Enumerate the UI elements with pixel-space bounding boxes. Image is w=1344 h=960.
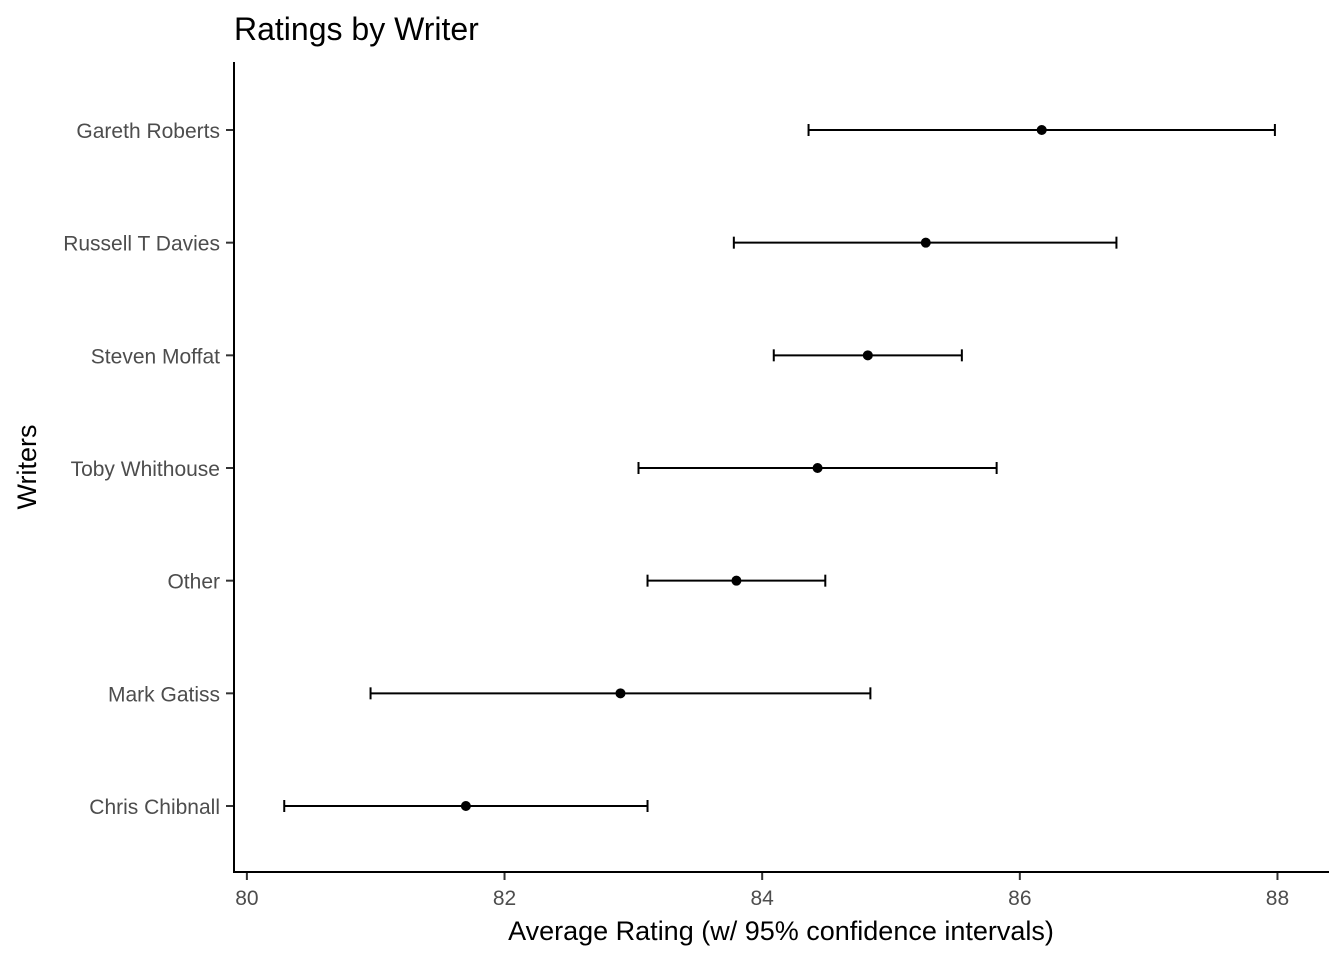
x-tick-label: 86 (1008, 887, 1031, 910)
y-tick-label: Gareth Roberts (76, 120, 220, 143)
x-tick-label: 84 (750, 887, 774, 910)
mean-point (920, 237, 931, 248)
y-tick-label: Toby Whithouse (71, 458, 220, 481)
x-axis-title: Average Rating (w/ 95% confidence interv… (508, 916, 1054, 946)
x-axis-tick-labels: 80 82 84 86 88 (235, 887, 1289, 910)
y-tick-label: Mark Gatiss (108, 683, 220, 706)
y-axis-title: Writers (12, 425, 42, 510)
x-tick-label: 88 (1266, 887, 1289, 910)
y-tick-label: Chris Chibnall (89, 796, 220, 819)
mean-point (460, 801, 471, 811)
axis-ticks (226, 129, 1279, 880)
y-axis-tick-labels: Gareth Roberts Russell T Davies Steven Mof… (63, 120, 220, 819)
x-tick-label: 82 (493, 887, 516, 910)
y-tick-label: Steven Moffat (91, 345, 220, 368)
y-tick-label: Russell T Davies (63, 233, 220, 256)
mean-point (812, 463, 823, 473)
mean-point (1036, 125, 1047, 135)
x-tick-label: 80 (235, 887, 258, 910)
mean-point (862, 350, 873, 361)
y-tick-label: Other (167, 571, 220, 594)
mean-point (615, 688, 626, 699)
chart-title: Ratings by Writer (234, 11, 479, 47)
error-bars (283, 124, 1276, 812)
mean-point (731, 575, 742, 586)
